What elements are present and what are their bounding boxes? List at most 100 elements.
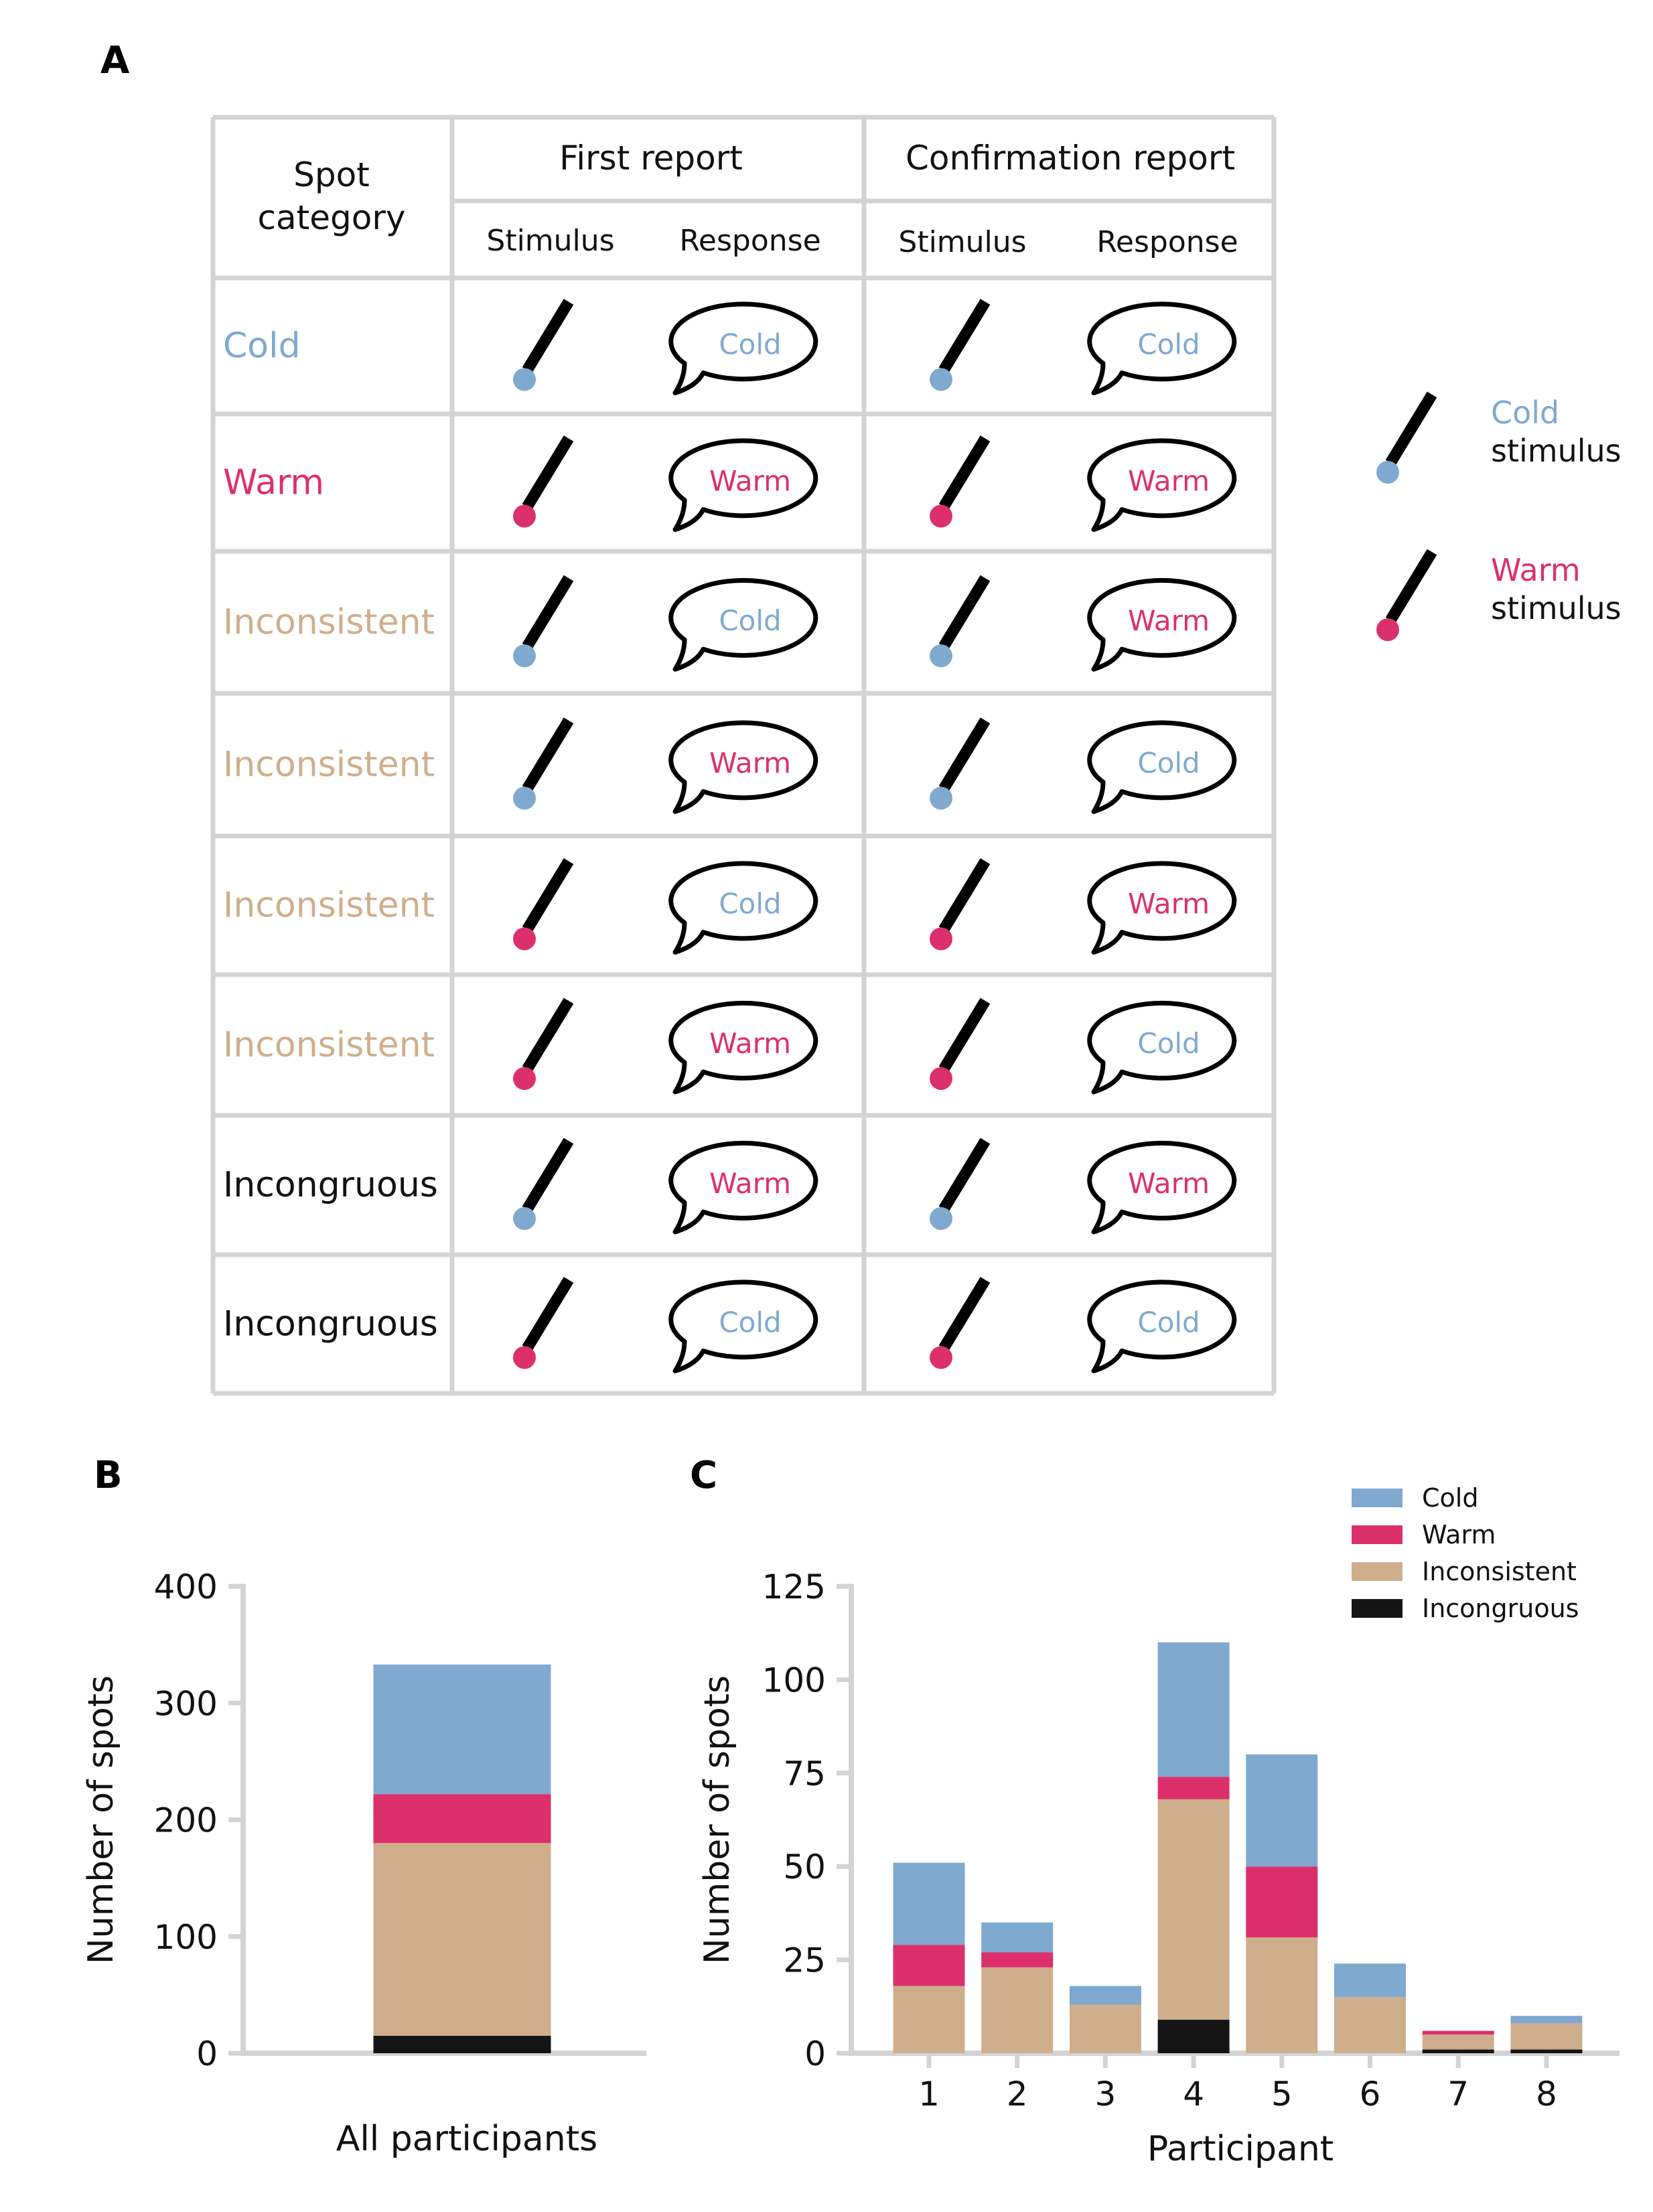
speech-bubble-outline	[1087, 1280, 1237, 1373]
stimulus-probe-first	[513, 1137, 574, 1230]
table-row: Inconsistent Cold Warm	[223, 858, 1237, 955]
probe-handle	[522, 575, 574, 650]
speech-bubble-outline	[1087, 720, 1237, 814]
speech-bubble-outline	[668, 861, 818, 955]
x-axis-label: All participants	[336, 2119, 597, 2159]
stimulus-probe-first	[513, 575, 574, 667]
subheader-stimulus: Stimulus	[898, 225, 1026, 259]
probe-tip	[513, 504, 536, 528]
probe-handle	[938, 299, 991, 373]
probe-handle	[938, 575, 991, 650]
speech-bubble-outline	[1087, 861, 1237, 955]
response-bubble-confirmation: Warm	[1087, 438, 1237, 532]
probe-tip	[930, 786, 952, 810]
probe-tip	[513, 786, 536, 810]
speech-bubble-outline	[668, 1280, 818, 1373]
stimulus-probe-confirmation	[930, 1277, 991, 1369]
x-tick-label: 4	[1183, 2075, 1204, 2114]
speech-bubble-label: Cold	[719, 328, 781, 361]
chart-b-all-participants: 0 100 200 300 400 Number of spots All particip…	[81, 1568, 646, 2159]
row-category-label: Inconsistent	[223, 602, 435, 642]
y-tick-label: 50	[783, 1848, 826, 1886]
bar-segment-warm	[1422, 2030, 1494, 2035]
row-category-label: Incongruous	[223, 1304, 438, 1344]
response-bubble-confirmation: Warm	[1087, 1140, 1237, 1235]
probe-tip	[513, 644, 536, 667]
stimulus-probe-first	[513, 1277, 574, 1369]
speech-bubble-label: Warm	[1128, 1167, 1210, 1200]
probe-tip	[930, 1346, 952, 1369]
speech-bubble-label: Warm	[1128, 888, 1210, 920]
response-bubble-first: Cold	[668, 577, 818, 672]
response-bubble-first: Cold	[668, 861, 818, 955]
bar-segment-inconsistent	[893, 1986, 965, 2053]
response-bubble-first: Warm	[668, 1140, 818, 1235]
row-category-label: Inconsistent	[223, 1025, 435, 1065]
bar-segment-inconsistent	[373, 1843, 551, 2036]
stimulus-probe-first	[513, 717, 574, 810]
bar-segment-cold	[373, 1664, 551, 1795]
speech-bubble-outline	[668, 720, 818, 814]
legend-label-cold: Cold	[1422, 1483, 1478, 1513]
speech-bubble-outline	[668, 577, 818, 672]
bar-segment-warm	[893, 1945, 965, 1986]
probe-tip	[513, 1207, 536, 1230]
probe-tip	[1376, 461, 1399, 484]
response-bubble-first: Warm	[668, 720, 818, 814]
y-tick-label: 100	[762, 1661, 826, 1700]
table-row: Incongruous Cold Cold	[223, 1277, 1237, 1373]
subheader-stimulus: Stimulus	[486, 224, 614, 258]
legend-swatch-incongruous	[1352, 1599, 1403, 1618]
speech-bubble-label: Cold	[719, 604, 781, 637]
speech-bubble-outline	[668, 301, 818, 395]
bar-segment-cold	[1069, 1986, 1141, 2005]
bar-segment-warm	[1246, 1866, 1318, 1938]
response-bubble-first: Warm	[668, 438, 818, 532]
y-tick-label: 200	[154, 1801, 218, 1840]
response-bubble-confirmation: Cold	[1087, 301, 1237, 395]
legend-swatch-cold	[1352, 1489, 1403, 1507]
x-tick-label: 6	[1360, 2075, 1381, 2114]
bar-segment-incongruous	[1157, 2019, 1230, 2053]
table-row: Incongruous Warm Warm	[223, 1137, 1237, 1235]
speech-bubble-label: Cold	[719, 1306, 781, 1339]
bar-segment-inconsistent	[1246, 1937, 1318, 2053]
speech-bubble-outline	[1087, 577, 1237, 672]
probe-handle	[522, 1277, 574, 1351]
speech-bubble-outline	[1087, 301, 1237, 395]
probe-tip	[930, 644, 952, 667]
legend-swatch-warm	[1352, 1525, 1403, 1544]
response-bubble-first: Cold	[668, 1280, 818, 1373]
stimulus-probe-first	[513, 858, 574, 951]
speech-bubble-label: Warm	[709, 747, 791, 780]
stimulus-probe-first	[513, 435, 574, 528]
bar-segment-cold	[1334, 1963, 1406, 1998]
bar-segment-incongruous	[1510, 2049, 1583, 2053]
probe-handle	[938, 997, 991, 1073]
y-axis-label: Number of spots	[697, 1675, 737, 1964]
bar-segment-warm	[1157, 1777, 1230, 1799]
x-tick-label: 5	[1271, 2075, 1293, 2114]
response-bubble-first: Cold	[668, 301, 818, 395]
table-row: Warm Warm Warm	[223, 435, 1237, 532]
speech-bubble-label: Warm	[709, 1027, 791, 1060]
bar-segment-cold	[893, 1862, 965, 1945]
bar-segment-warm	[981, 1952, 1054, 1967]
probe-tip	[930, 1207, 952, 1230]
probe-tip	[513, 368, 536, 391]
bar-segment-cold	[1510, 2016, 1583, 2024]
stimulus-probe-confirmation	[930, 299, 991, 391]
stimulus-probe-confirmation	[930, 435, 991, 528]
response-bubble-first: Warm	[668, 1000, 818, 1095]
panel-label-b: B	[94, 1454, 123, 1497]
y-axis-label: Number of spots	[81, 1675, 121, 1964]
probe-handle	[938, 717, 991, 792]
probe-tip	[930, 1067, 952, 1090]
speech-bubble-label: Warm	[1128, 465, 1210, 498]
speech-bubble-label: Cold	[1137, 328, 1200, 361]
speech-bubble-label: Cold	[1137, 747, 1200, 780]
probe-handle	[1385, 391, 1437, 466]
speech-bubble-outline	[1087, 1000, 1237, 1095]
speech-bubble-outline	[668, 1140, 818, 1235]
legend-stimulus-suffix: stimulus	[1491, 590, 1622, 626]
